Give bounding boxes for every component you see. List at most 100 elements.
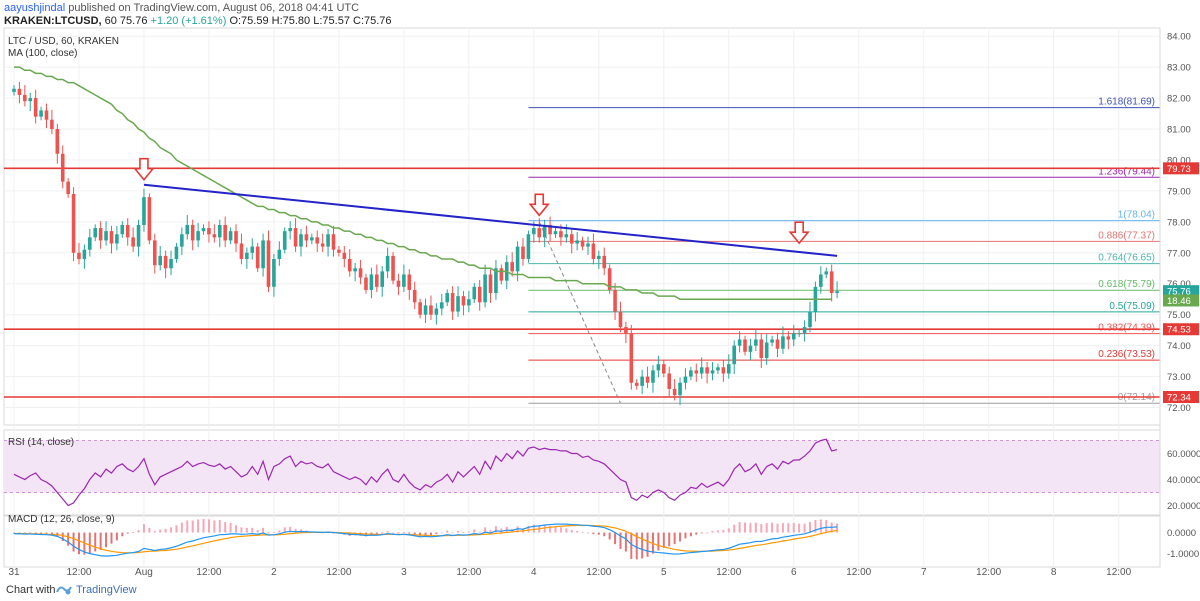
candle: [266, 230, 271, 293]
macd-histogram-bar: [159, 529, 162, 533]
macd-histogram-bar: [40, 532, 43, 534]
candle: [109, 225, 114, 254]
footer-brand[interactable]: TradingView: [76, 584, 137, 596]
macd-tick-label: 0.0000: [1167, 528, 1196, 539]
candle: [542, 219, 547, 248]
candle-body: [217, 224, 222, 238]
price-tick-label: 84.00: [1167, 32, 1191, 43]
macd-histogram-bar: [61, 532, 64, 541]
candle: [802, 320, 807, 342]
candle: [808, 301, 812, 333]
candle: [418, 298, 422, 319]
macd-histogram-bar: [45, 532, 48, 534]
candle-body: [732, 345, 736, 365]
candle: [667, 366, 672, 398]
rsi-line: [13, 438, 838, 507]
candle: [174, 242, 179, 263]
publish-text: published on TradingView.com, August 06,…: [68, 2, 360, 14]
candle: [607, 264, 612, 294]
candle: [147, 193, 152, 245]
candle-body: [28, 98, 33, 102]
candle-body: [369, 274, 374, 290]
author-link[interactable]: aayushjindal: [4, 2, 66, 14]
macd-histogram-bar: [809, 522, 812, 533]
macd-histogram-bar: [592, 532, 595, 535]
price-legend-title: LTC / USD, 60, KRAKEN: [8, 36, 119, 47]
candle: [98, 221, 103, 249]
candle-body: [699, 367, 704, 374]
candle: [694, 363, 699, 382]
ohlc-high: H:75.80: [271, 15, 311, 27]
candle: [23, 85, 27, 107]
macd-histogram-bar: [576, 531, 579, 533]
candle: [575, 232, 579, 251]
ohlc-low: L:75.57: [313, 15, 350, 27]
candle: [88, 228, 92, 257]
candle: [775, 332, 780, 358]
macd-histogram-bar: [278, 530, 281, 533]
candle-body: [618, 311, 623, 328]
candle-body: [282, 231, 287, 250]
macd-histogram-bar: [489, 529, 492, 533]
candle: [640, 369, 644, 395]
candle: [829, 264, 834, 302]
macd-histogram-bar: [262, 527, 265, 533]
candle: [483, 264, 487, 308]
price-badge-bg: [1163, 285, 1199, 298]
price-tick-label: 75.00: [1167, 310, 1191, 321]
macd-histogram-bar: [700, 532, 703, 534]
candle: [136, 219, 141, 257]
candle-body: [71, 194, 76, 253]
macd-histogram-bar: [776, 523, 779, 533]
macd-histogram-bar: [478, 531, 481, 533]
candle: [450, 286, 455, 320]
candle: [553, 227, 558, 238]
candle-body: [115, 234, 119, 244]
macd-histogram-bar: [516, 526, 519, 533]
price-tick-label: 73.00: [1167, 372, 1191, 383]
price-tick-label: 79.00: [1167, 186, 1191, 197]
candle: [234, 224, 238, 252]
candle: [791, 324, 796, 347]
rsi-pane: RSI (14, close): [4, 437, 1160, 507]
macd-histogram-bar: [197, 519, 200, 533]
candle: [272, 253, 276, 297]
macd-histogram-bar: [137, 529, 140, 533]
macd-histogram-bar: [251, 527, 254, 533]
candle-body: [375, 274, 379, 287]
candle: [781, 326, 785, 354]
macd-histogram-bar: [440, 532, 443, 534]
price-tick-label: 80.00: [1167, 155, 1191, 166]
candle: [759, 334, 764, 368]
macd-histogram-bar: [435, 532, 438, 535]
macd-histogram-bar: [170, 527, 173, 533]
price-tick-label: 81.00: [1167, 125, 1191, 136]
price-badge-bg: [1163, 391, 1199, 404]
candle-body: [380, 271, 385, 287]
x-tick-label: 2: [271, 567, 277, 578]
candle-body: [575, 240, 579, 244]
candle-body: [93, 228, 98, 238]
macd-histogram-bar: [836, 523, 839, 533]
macd-histogram-bar: [202, 518, 205, 533]
candle: [217, 219, 222, 248]
candle-body: [721, 367, 726, 374]
macd-histogram-bar: [77, 532, 80, 555]
candle-body: [483, 274, 487, 303]
x-tick-label: 12:00: [1106, 567, 1131, 578]
candle-body: [337, 249, 341, 253]
candle-body: [228, 231, 233, 241]
candle: [526, 230, 531, 263]
price-badge: 74.53: [1163, 323, 1199, 336]
candle-body: [347, 258, 352, 272]
candle: [488, 269, 493, 303]
candle-body: [737, 339, 742, 346]
candle-body: [759, 339, 764, 359]
candle: [152, 233, 157, 274]
macd-histogram-bar: [29, 532, 32, 534]
candle: [375, 264, 379, 293]
x-tick-label: 12:00: [196, 567, 221, 578]
candle: [732, 340, 736, 375]
candle: [320, 233, 325, 252]
candle: [358, 259, 363, 285]
